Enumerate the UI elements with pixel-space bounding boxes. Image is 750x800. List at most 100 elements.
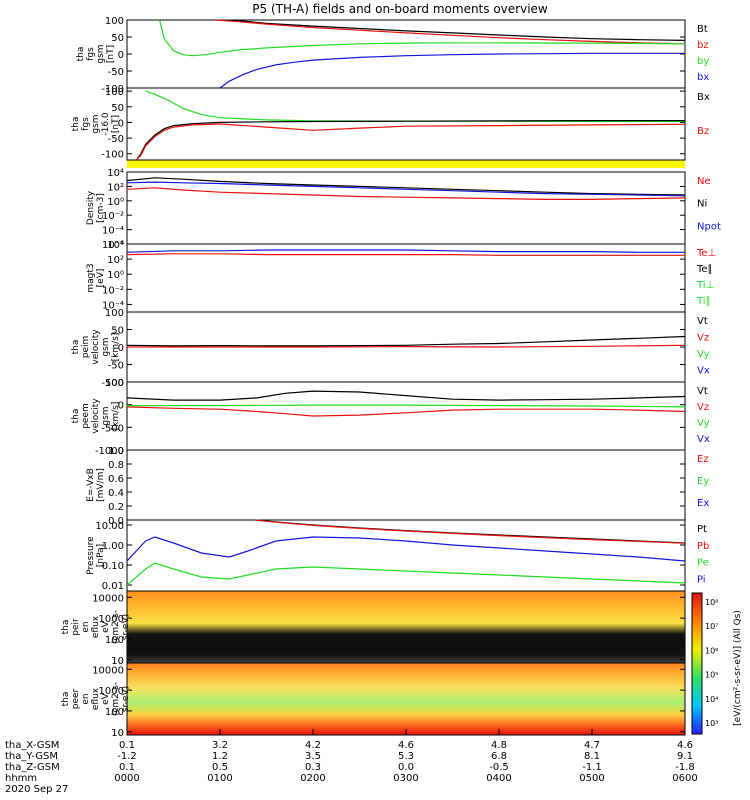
y-axis-label: [km/s] [111, 402, 121, 431]
legend-entry: Vz [697, 402, 709, 413]
y-tick-label: 10⁻² [102, 285, 124, 296]
y-tick-label: 0.01 [102, 581, 124, 592]
y-axis-label: Pressure [86, 536, 96, 575]
y-tick-label: 10⁻⁴ [102, 300, 124, 311]
y-axis-label: [km/s] [111, 333, 121, 362]
x-tick-value: 3.2 [212, 740, 228, 751]
y-tick-label: 50 [111, 33, 124, 44]
x-tick-value: 6.8 [491, 751, 507, 762]
x-tick-value: 0.5 [212, 762, 228, 773]
series-bx [135, 119, 685, 161]
y-tick-label: 100 [105, 707, 124, 718]
series-vt [126, 335, 686, 347]
legend-entry: Vz [697, 333, 709, 344]
panel-p7: 1.0 0.8 0.6 0.4 0.2 0.0 E=-VxB [mV/m] Ez Ey Ex [86, 446, 709, 527]
y-axis-label: [mV/m] [96, 468, 106, 502]
legend-entry: Vt [697, 386, 708, 397]
series-by [159, 19, 686, 57]
x-tick-value: 0600 [672, 773, 697, 784]
x-tick-value: -1.8 [675, 762, 695, 773]
x-tick-value: -1.2 [117, 751, 137, 762]
x-tick-value: 0200 [300, 773, 325, 784]
colorbar-tick: 10⁷ [705, 622, 718, 631]
y-tick-label: 10000 [92, 593, 124, 604]
y-axis-label: en [81, 621, 91, 632]
x-tick-value: 3.5 [305, 751, 321, 762]
y-tick-label: -50 [108, 67, 124, 78]
y-axis-label: tha [61, 620, 71, 635]
y-axis-label: [nT] [106, 45, 116, 63]
panel-p9: 10000 1000 100 10 tha peir en eflux eV (cm2-s-sr-… [61, 590, 686, 667]
panel-p6: 500 0 -500 -1000 tha peem velocity gsm [km/s] Vt V… [71, 378, 710, 457]
panel-p3: 10⁴ 10² 10⁰ 10⁻² 10⁻⁴ 10⁻⁶ Density [cm-3] Ne Ni Np… [86, 168, 721, 251]
y-tick-label: 100 [105, 308, 124, 319]
y-tick-label: 0.0 [108, 516, 124, 527]
y-tick-label: 1.0 [108, 446, 124, 457]
colorbar-tick: 10⁸ [705, 598, 718, 607]
x-tick-value: 4.6 [398, 740, 414, 751]
x-tick-value: 0.1 [119, 740, 135, 751]
y-tick-label: 1.00 [102, 541, 124, 552]
y-tick-label: -100 [101, 150, 124, 161]
series-vy [127, 404, 686, 408]
colorbar-label: [eV/(cm²-s-sr-eV)] (All Qs) [733, 610, 743, 726]
x-tick-value: 8.1 [584, 751, 600, 762]
legend-entry: Ne [697, 176, 711, 187]
x-tick-value: 4.6 [677, 740, 693, 751]
legend-entry: Ni [697, 199, 707, 210]
y-axis-label: (cm2-s- [111, 610, 121, 644]
y-tick-label: 10⁴ [107, 168, 124, 179]
y-axis-label: gsm [101, 406, 111, 425]
y-axis-label: [cm-3] [96, 193, 106, 223]
x-tick-value: 0300 [393, 773, 418, 784]
chart-title: P5 (TH-A) fields and on-board moments ov… [252, 2, 548, 16]
y-tick-label: 10⁰ [107, 270, 124, 281]
series-pe [126, 562, 686, 586]
series-by [145, 90, 685, 123]
y-axis-label: (cm2-s- [111, 682, 121, 716]
x-row-label: tha_Z-GSM [5, 762, 60, 773]
y-tick-label: 10.00 [95, 521, 124, 532]
x-row-label: tha_Y-GSM [5, 751, 58, 762]
y-tick-label: 50 [111, 326, 124, 337]
x-tick-value: 0.0 [398, 762, 414, 773]
panel-frame [126, 87, 686, 161]
x-tick-value: 0500 [579, 773, 604, 784]
series-bt [215, 19, 686, 41]
series-pt [255, 519, 686, 544]
x-tick-value: 5.3 [398, 751, 414, 762]
y-tick-label: 1000 [99, 614, 124, 625]
panel-p4: 10⁴ 10² 10⁰ 10⁻² 10⁻⁴ magt3 [eV] Te⊥ Te∥ Ti⊥ Ti∥ [86, 240, 716, 313]
x-tick-value: 0.3 [305, 762, 321, 773]
series-vt [126, 390, 686, 401]
legend-entry: Vt [697, 316, 708, 327]
y-tick-label: -100 [101, 378, 124, 389]
y-axis-label: peir [71, 618, 81, 636]
y-tick-label: 0.4 [108, 488, 124, 499]
y-tick-label: 500 [105, 378, 124, 389]
y-axis-label: E=-VxB [86, 468, 96, 502]
colorbar-tick: 10⁶ [705, 646, 718, 655]
legend-entry: Bx [697, 92, 710, 103]
y-axis-label: eV [101, 620, 111, 633]
legend-entry: Bz [697, 126, 709, 137]
panel-p1: 100 50 0 -50 -100 tha fgs gsm [nT] Bt bz by bx [76, 16, 709, 95]
series-pb [255, 519, 686, 544]
y-tick-label: 10 [111, 728, 124, 739]
colorbar: 10⁸ 10⁷ 10⁶ 10⁵ 10⁴ 10³ [eV/(cm²-s-sr-eV)] (Al… [691, 592, 743, 735]
legend-entry: bz [697, 40, 709, 51]
y-axis-label: magt3 [86, 263, 96, 292]
legend-entry: Te⊥ [696, 248, 716, 259]
y-tick-label: 10⁻⁴ [102, 226, 124, 237]
y-tick-label: -50 [108, 361, 124, 372]
y-tick-label: 10 [111, 656, 124, 667]
legend-entry: Npot [697, 221, 721, 232]
x-tick-value: 4.8 [491, 740, 507, 751]
y-tick-label: 0.8 [108, 460, 124, 471]
x-row-label: hhmm [5, 773, 37, 784]
legend-entry: Ex [697, 498, 709, 509]
panel-p8: 10.00 1.00 0.10 0.01 Pressure [nPa] Pt Pb Pe Pi [86, 519, 709, 592]
legend-entry: Te∥ [696, 264, 713, 275]
panel-frame [126, 381, 686, 451]
